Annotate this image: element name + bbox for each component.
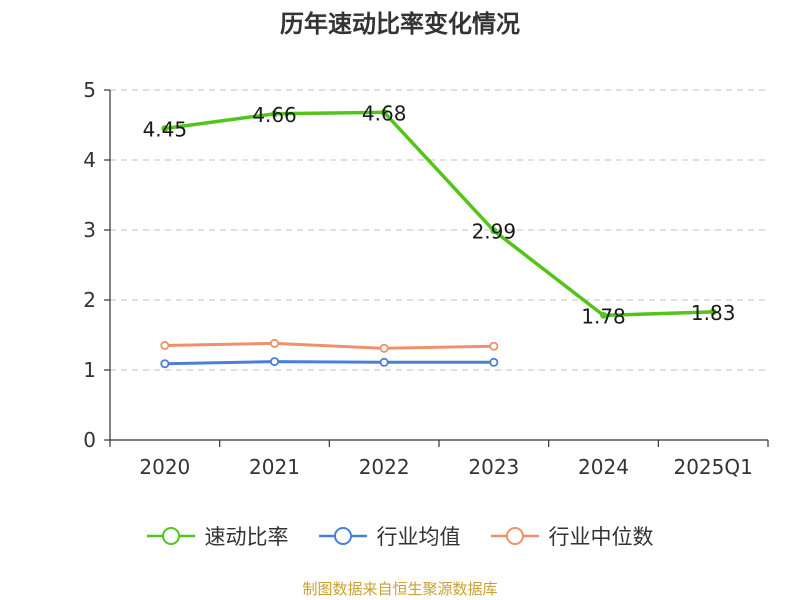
data-label: 4.45: [143, 118, 188, 142]
data-point[interactable]: [160, 359, 170, 369]
legend: 速动比率 行业均值 行业中位数: [0, 516, 800, 556]
data-point[interactable]: [161, 125, 169, 132]
x-tick-label: 2023: [468, 455, 519, 479]
y-tick-label: 0: [83, 428, 96, 452]
data-label: 4.68: [362, 101, 407, 125]
data-point[interactable]: [269, 357, 279, 367]
data-label: 2.99: [472, 220, 517, 244]
y-tick-label: 3: [83, 218, 96, 242]
data-point[interactable]: [490, 227, 498, 235]
legend-label-industry-median: 行业中位数: [548, 525, 654, 549]
chart-title: 历年速动比率变化情况: [280, 10, 520, 38]
data-point[interactable]: [709, 308, 717, 316]
legend-item-industry-average[interactable]: 行业均值: [318, 521, 461, 551]
legend-item-speed-ratio[interactable]: 速动比率: [146, 521, 289, 551]
x-tick-label: 2024: [578, 455, 629, 479]
data-label: 1.83: [691, 301, 736, 325]
data-label: 4.66: [252, 103, 297, 127]
data-point[interactable]: [489, 357, 499, 367]
legend-swatch-industry-average: [318, 527, 367, 545]
data-point[interactable]: [271, 110, 278, 118]
legend-label-speed-ratio: 速动比率: [204, 525, 289, 549]
y-tick-label: 2: [83, 288, 96, 312]
data-point[interactable]: [600, 311, 607, 319]
y-tick-label: 1: [83, 358, 96, 382]
data-point[interactable]: [489, 341, 499, 351]
x-tick-label: 2021: [249, 455, 300, 479]
data-point[interactable]: [160, 340, 170, 350]
data-point[interactable]: [379, 357, 389, 367]
x-tick-label: 2022: [359, 455, 410, 479]
y-tick-label: 5: [83, 78, 96, 102]
legend-item-industry-median[interactable]: 行业中位数: [490, 521, 654, 551]
legend-swatch-industry-median: [490, 527, 539, 545]
legend-swatch-speed-ratio: [146, 527, 195, 545]
legend-label-industry-average: 行业均值: [376, 525, 461, 549]
y-tick-label: 4: [83, 148, 96, 172]
data-point[interactable]: [269, 338, 279, 348]
data-point[interactable]: [380, 109, 388, 116]
series-line-1: [164, 360, 494, 366]
x-tick-label: 2025Q1: [673, 455, 752, 479]
series-line-0: [164, 110, 714, 318]
series-line-2: [164, 341, 494, 350]
x-tick-label: 2020: [139, 455, 190, 479]
data-point[interactable]: [379, 343, 389, 353]
source-note: 制图数据来自恒生聚源数据库: [302, 580, 498, 598]
data-label: 1.78: [581, 304, 626, 328]
